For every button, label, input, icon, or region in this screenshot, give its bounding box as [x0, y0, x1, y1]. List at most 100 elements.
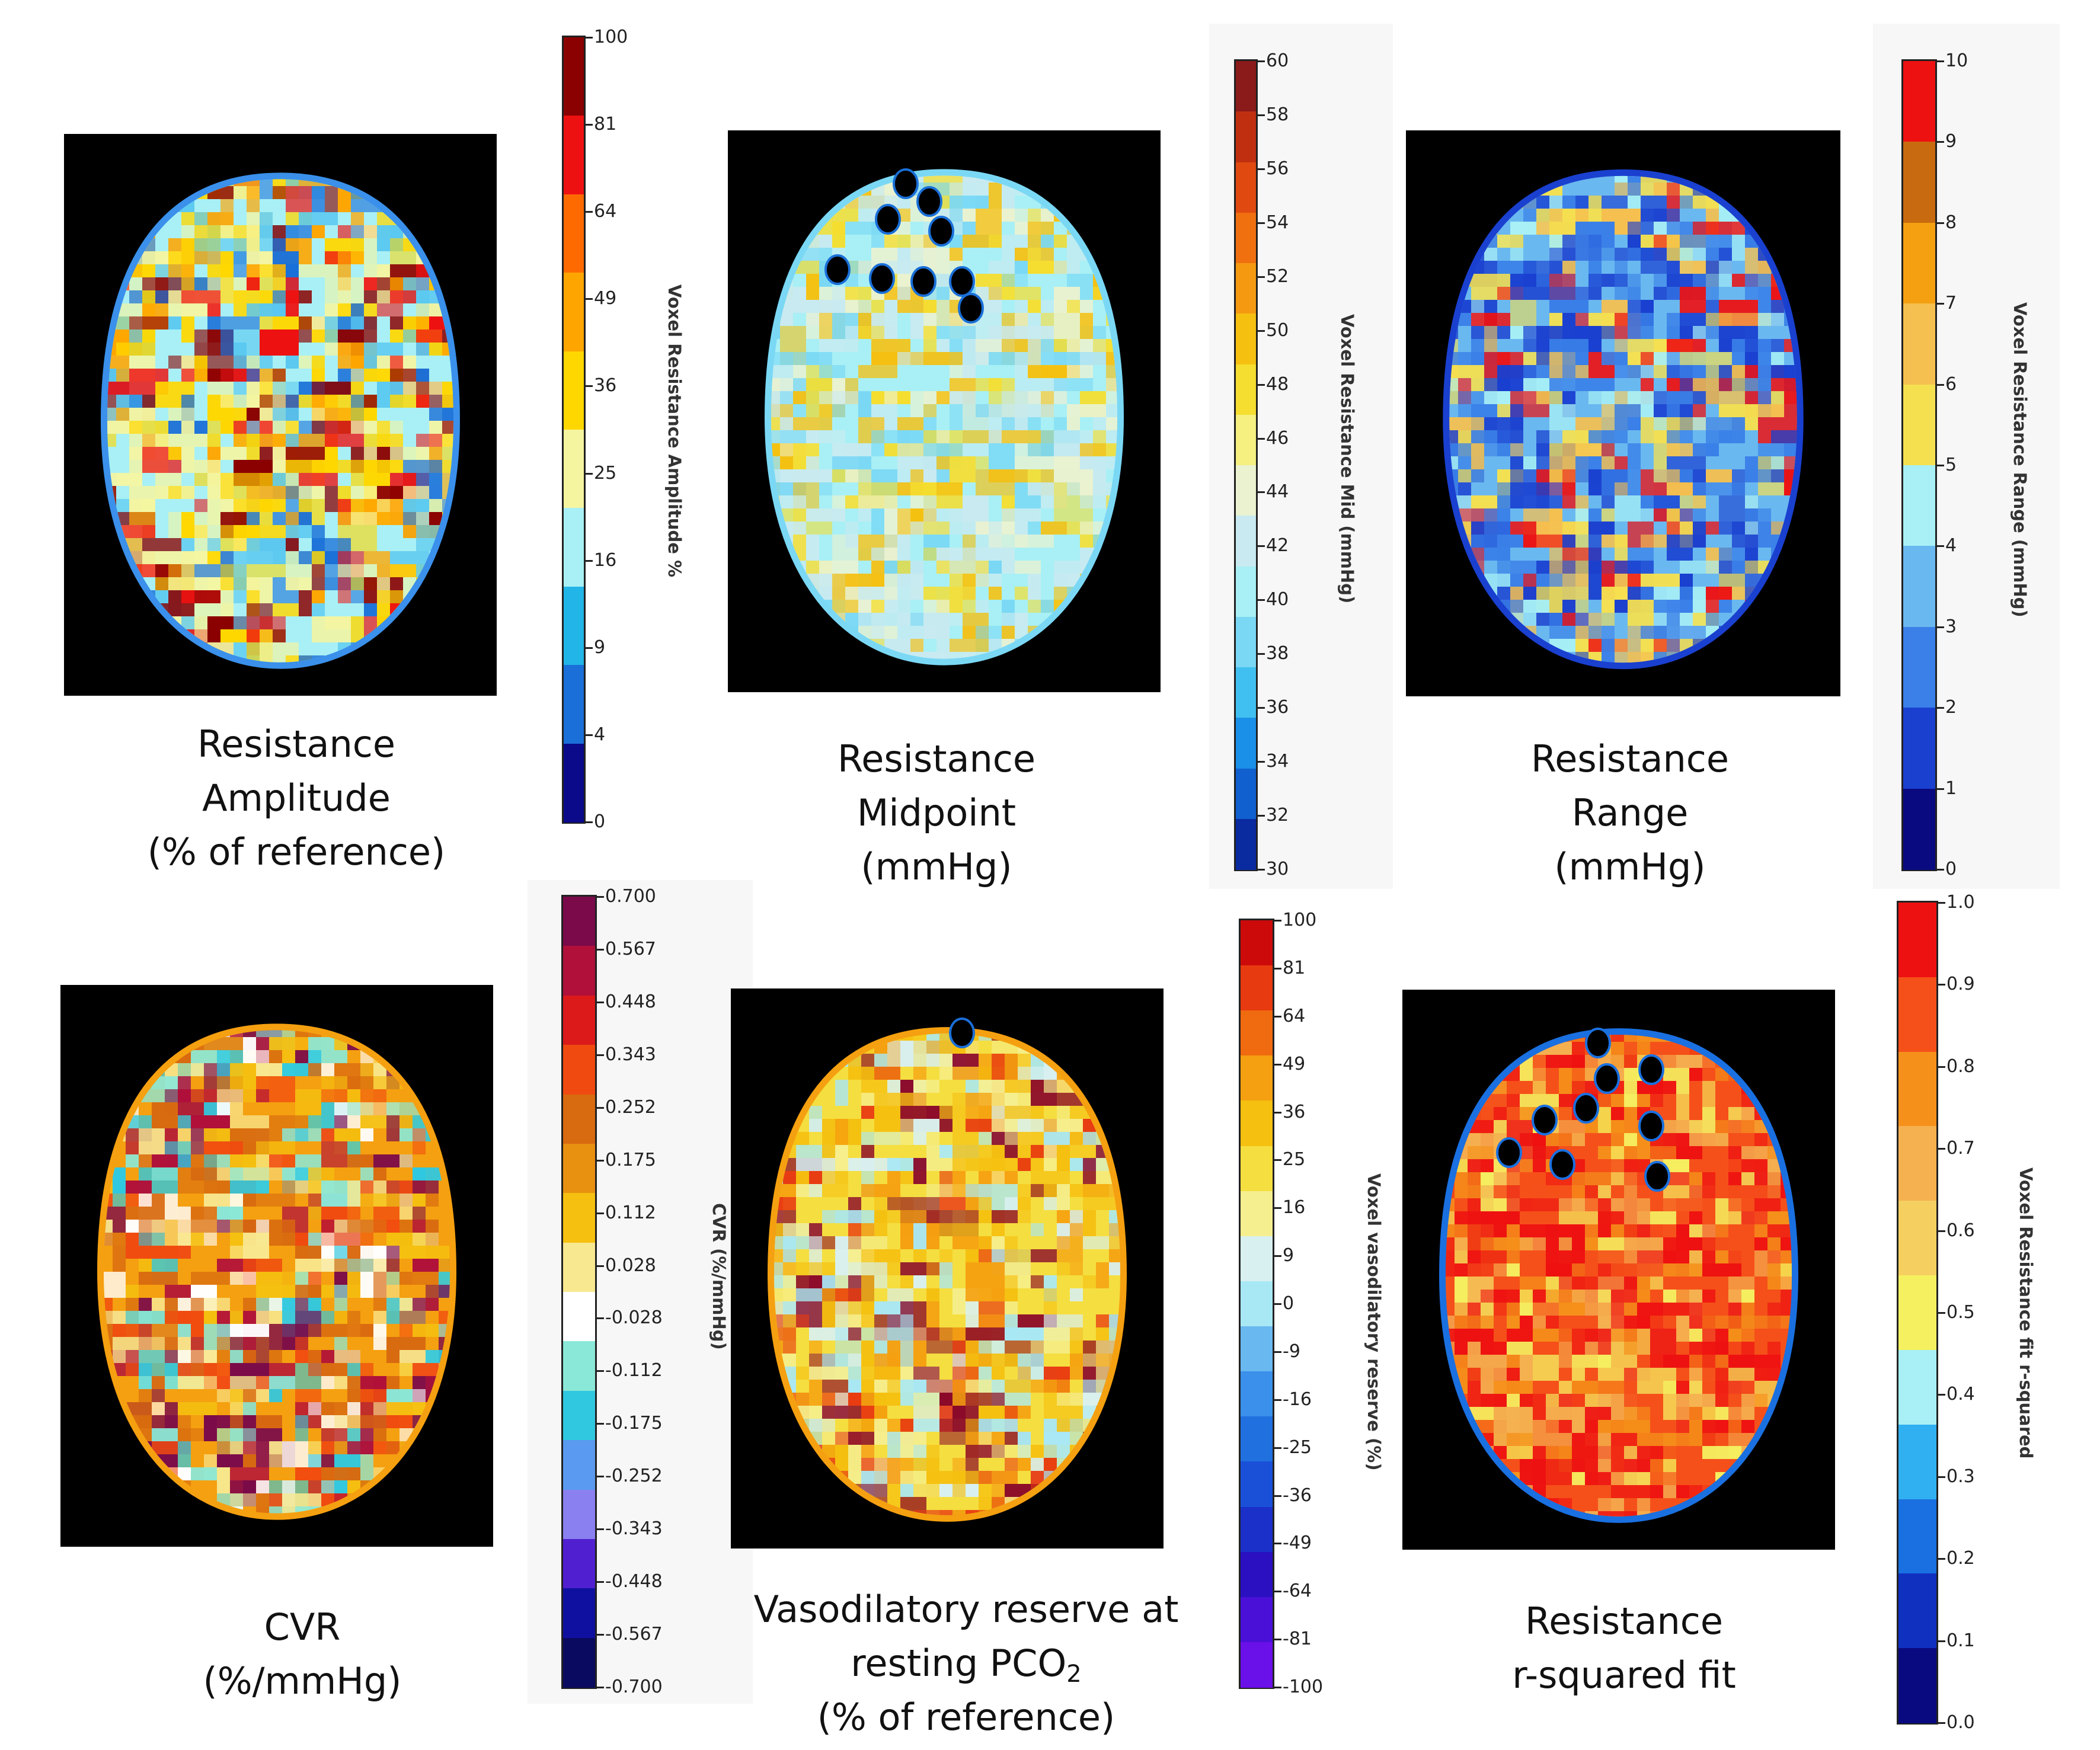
brain-void	[1532, 1105, 1558, 1135]
colorbar-segment	[1236, 212, 1256, 264]
colorbar-tick-label: 0.700	[596, 888, 656, 906]
colorbar-tick-label: -0.343	[596, 1520, 663, 1538]
colorbar-tick-label: -49	[1273, 1534, 1312, 1552]
colorbar-axis-label: Voxel Resistance Mid (mmHg)	[1337, 314, 1357, 604]
colorbar-segment	[564, 351, 584, 430]
colorbar-tick-label: 54	[1257, 213, 1289, 232]
brain-void	[928, 216, 954, 247]
colorbar-segment	[563, 1588, 595, 1639]
colorbar-tick-label: 0.7	[1937, 1140, 1975, 1157]
colorbar-tick-label: 81	[584, 116, 616, 133]
brain-void	[1573, 1093, 1599, 1124]
colorbar-tick-label: 49	[1273, 1055, 1305, 1073]
brain-map-midpoint	[728, 130, 1161, 692]
colorbar-cvr: 0.700 0.567 0.448 0.343 0.252 0.175 0.112 0.028…	[554, 888, 732, 1696]
colorbar-tick-label: 0.448	[596, 993, 656, 1011]
colorbar-tick-label: 16	[1273, 1199, 1305, 1217]
colorbar-range: 10 9 8 7 6 5 4 3 2 1 0 Voxel Resistance Range (mmHg…	[1891, 52, 2045, 878]
colorbar-segment	[1898, 1499, 1936, 1575]
colorbar-tick-label: 1.0	[1937, 894, 1975, 911]
colorbar-segment	[1241, 1416, 1273, 1463]
colorbar-segment	[563, 1193, 595, 1243]
colorbar-tick-label: -0.700	[596, 1678, 663, 1696]
colorbar-tick-label: 0.028	[596, 1256, 656, 1275]
caption-line: (mmHg)	[1554, 845, 1706, 888]
colorbar-tick-label: 1	[1936, 779, 1957, 798]
colorbar-tick-label: 2	[1936, 699, 1957, 716]
colorbar-segment	[563, 1242, 595, 1292]
colorbar-segment	[564, 37, 584, 117]
colorbar-segment	[1241, 1551, 1273, 1598]
caption-line: Resistance	[197, 722, 396, 766]
colorbar-axis-label: Voxel Resistance fit r-squared	[2016, 1167, 2036, 1459]
colorbar-gradient	[1234, 59, 1258, 871]
colorbar-segment	[563, 995, 595, 1046]
brain-void	[1496, 1137, 1522, 1168]
colorbar-segment	[1241, 1236, 1273, 1282]
colorbar-segment	[1903, 384, 1935, 466]
colorbar-segment	[1898, 1648, 1936, 1723]
brain-void	[949, 266, 975, 297]
colorbar-segment	[1898, 1275, 1936, 1351]
colorbar-segment	[1898, 1573, 1936, 1649]
colorbar-segment	[564, 665, 584, 744]
colorbar-gradient	[562, 36, 586, 824]
colorbar-axis-label: Voxel Resistance Range (mmHg)	[2010, 302, 2030, 618]
colorbar-segment	[1236, 566, 1256, 618]
caption-line: (% of reference)	[817, 1695, 1115, 1739]
colorbar-segment	[1241, 965, 1273, 1012]
colorbar-tick-label: -0.567	[596, 1626, 663, 1643]
colorbar-axis-label: Voxel Resistance Amplitude %	[664, 284, 685, 578]
colorbar-segment	[1236, 61, 1256, 113]
colorbar-tick-label: 0.3	[1937, 1467, 1975, 1486]
colorbar-segment	[1903, 626, 1935, 709]
colorbar-segment	[1898, 1424, 1936, 1500]
colorbar-segment	[1241, 1597, 1273, 1643]
caption-range: Resistance Range (mmHg)	[1452, 732, 1808, 894]
colorbar-tick-label: 0	[584, 813, 605, 831]
colorbar-tick-label: 32	[1257, 807, 1289, 824]
colorbar-tick-label: -0.448	[596, 1573, 663, 1591]
colorbar-segment	[1236, 414, 1256, 466]
colorbar-vasodilatory: 100 81 64 49 36 25 16 9 0 -9 -16 -25 -36 -49 -64 -81 -10…	[1233, 911, 1387, 1701]
colorbar-segment	[1236, 364, 1256, 415]
colorbar-segment	[1236, 111, 1256, 163]
colorbar-tick-label: 7	[1936, 295, 1957, 312]
brain-void	[1638, 1054, 1664, 1085]
colorbar-segment	[563, 1045, 595, 1095]
colorbar-segment	[1903, 303, 1935, 385]
colorbar-gradient	[1901, 59, 1937, 871]
colorbar-segment	[563, 1489, 595, 1540]
colorbar-tick-label: 5	[1936, 456, 1957, 474]
colorbar-segment	[563, 1143, 595, 1194]
colorbar-segment	[1241, 1461, 1273, 1508]
colorbar-segment	[564, 116, 584, 195]
brain-void	[1549, 1149, 1575, 1180]
colorbar-tick-label: 0.175	[596, 1151, 656, 1169]
brain-image-vasodilatory	[767, 1018, 1127, 1522]
colorbar-axis-label: Voxel vasodilatory reserve (%)	[1364, 1173, 1384, 1471]
colorbar-rsquared: 1.0 0.9 0.8 0.7 0.6 0.5 0.4 0.3 0.2 0.1 0.0 Voxel R…	[1891, 894, 2045, 1736]
colorbar-segment	[563, 1292, 595, 1342]
colorbar-tick-label: -16	[1273, 1390, 1312, 1409]
colorbar-segment	[1903, 61, 1935, 143]
colorbar-gradient	[1239, 919, 1274, 1689]
colorbar-segment	[1241, 1371, 1273, 1418]
colorbar-amplitude: 100 81 64 49 36 25 16 9 4 0 Voxel Resistance Ampli…	[545, 28, 699, 842]
colorbar-segment	[563, 1390, 595, 1441]
colorbar-segment	[1898, 1201, 1936, 1276]
brain-map-range	[1406, 130, 1840, 696]
brain-image-rsquared	[1439, 1028, 1799, 1523]
colorbar-tick-label: 56	[1257, 159, 1289, 178]
brain-void	[949, 1018, 975, 1048]
brain-void	[824, 254, 851, 285]
colorbar-tick-label: 34	[1257, 753, 1289, 770]
colorbar-tick-label: 81	[1273, 959, 1305, 977]
colorbar-tick-label: 0.112	[596, 1204, 656, 1222]
colorbar-segment	[564, 508, 584, 587]
colorbar-segment	[1241, 920, 1273, 967]
brain-image-midpoint	[764, 168, 1124, 666]
brain-void	[869, 263, 895, 294]
colorbar-segment	[1241, 1100, 1273, 1147]
